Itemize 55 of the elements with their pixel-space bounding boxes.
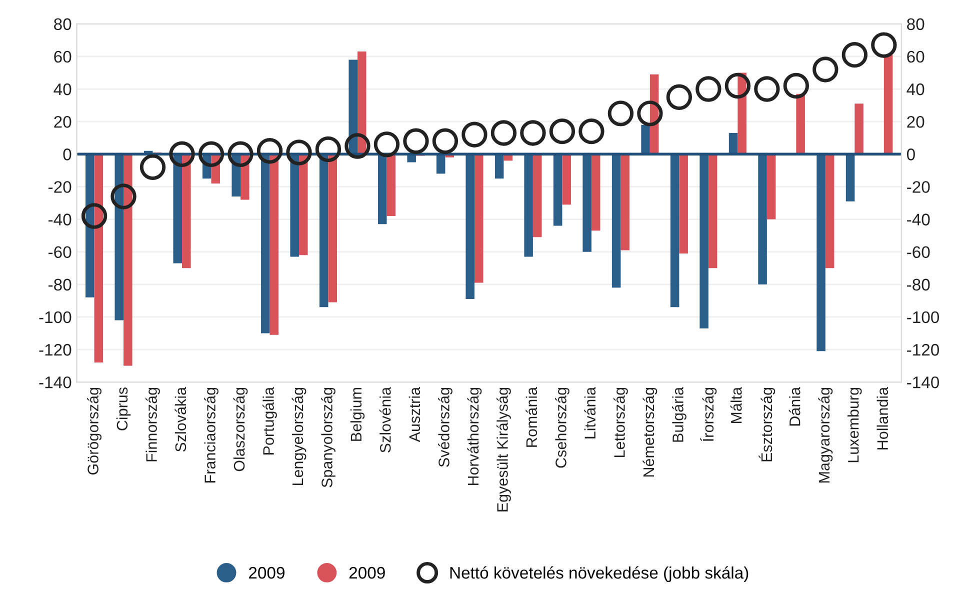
- x-tick-label: Dánia: [788, 386, 800, 426]
- y-tick-label: 20: [54, 116, 72, 128]
- y-tick-label: 40: [54, 83, 72, 96]
- x-tick-label: Ciprus: [116, 387, 131, 430]
- x-tick-label: Svédország: [438, 388, 452, 467]
- x-tick-label: Finnország: [146, 388, 160, 462]
- x-tick-label: Egyesült Királyság: [496, 388, 511, 512]
- x-tick-label: Belgium: [350, 388, 365, 441]
- y-tick-label: 60: [54, 50, 72, 63]
- y-tick-label: 80: [54, 18, 72, 30]
- x-tick-label: Franciaország: [204, 388, 218, 482]
- y2-tick-label: 60: [907, 50, 924, 63]
- y2-tick-label: 0: [906, 148, 915, 160]
- y2-tick-label: 80: [907, 18, 924, 30]
- x-tick-label: Szlovénia: [379, 386, 391, 452]
- x-tick-label: Szlovákia: [174, 386, 186, 452]
- y2-tick-label: 40: [906, 83, 924, 96]
- x-tick-label: Görögország: [87, 388, 102, 474]
- legend-label: 2009: [349, 566, 385, 579]
- x-tick-label: Málta: [730, 386, 742, 424]
- x-tick-label: Észtország: [758, 388, 776, 462]
- y-tick-label: -100: [39, 311, 72, 324]
- y2-tick-label: -20: [907, 181, 930, 193]
- y-tick-label: -60: [48, 246, 72, 258]
- y-tick-label: -40: [48, 214, 72, 226]
- x-tick-label: Bulgária: [672, 386, 686, 442]
- x-tick-label: Lettország: [613, 388, 628, 458]
- x-tick-label: Románia: [526, 386, 538, 447]
- x-tick-label: Olaszország: [233, 388, 248, 472]
- x-tick-label: Írország: [700, 388, 717, 442]
- x-tick-label: Spanyolország: [321, 388, 336, 488]
- x-tick-label: Hollandia: [876, 386, 888, 450]
- x-tick-label: Luxemburg: [848, 388, 862, 462]
- x-tick-label: Németország: [642, 388, 658, 477]
- y2-tick-label: -80: [907, 278, 930, 291]
- y2-tick-label: 20: [907, 116, 924, 128]
- y2-tick-label: -100: [907, 311, 940, 324]
- x-tick-label: Horváthország: [467, 388, 482, 486]
- y-tick-label: -120: [39, 344, 72, 356]
- y-tick-label: -20: [48, 181, 72, 193]
- legend-label: Nettó követelés növekedése (jobb skála): [450, 566, 748, 582]
- x-tick-label: Portugália: [262, 386, 277, 454]
- y2-tick-label: -120: [907, 344, 940, 356]
- x-tick-label: Csehország: [554, 388, 570, 468]
- x-tick-label: Ausztria: [408, 386, 420, 442]
- y2-tick-label: -140: [907, 376, 940, 388]
- y-tick-label: -80: [48, 278, 72, 291]
- x-tick-label: Magyarország: [818, 388, 833, 482]
- y2-tick-label: -40: [907, 214, 930, 226]
- y2-tick-label: -60: [907, 246, 930, 258]
- legend-label: 2009: [249, 566, 284, 579]
- x-tick-label: Lengyelország: [292, 388, 306, 486]
- y-tick-label: -140: [39, 376, 72, 388]
- x-tick-label: Litvánia: [584, 386, 596, 438]
- y-tick-label: 0: [63, 148, 72, 160]
